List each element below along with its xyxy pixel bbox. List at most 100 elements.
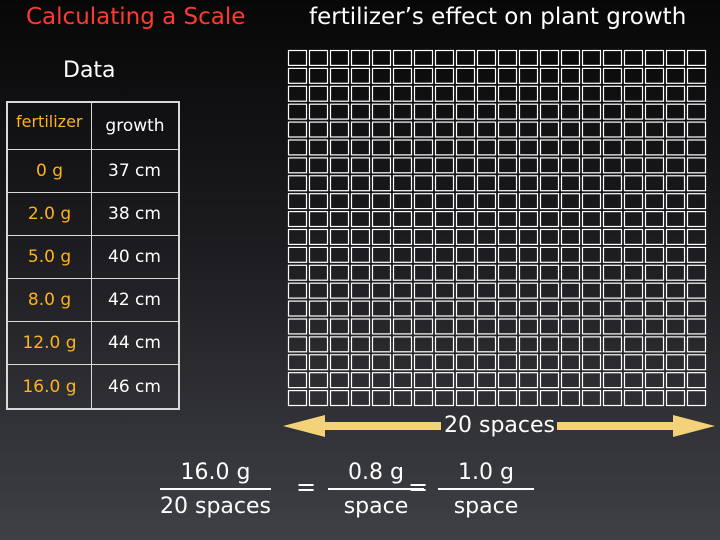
- grid-square: [308, 372, 329, 389]
- fraction-denominator: space: [343, 494, 409, 519]
- grid-square: [665, 390, 686, 407]
- grid-square: [539, 121, 560, 138]
- grid-square: [287, 228, 308, 245]
- grid-square: [518, 390, 539, 407]
- grid-square: [455, 103, 476, 120]
- grid-square: [581, 175, 602, 192]
- grid-square: [413, 336, 434, 353]
- grid-square: [623, 85, 644, 102]
- grid-square: [371, 85, 392, 102]
- grid-square: [623, 336, 644, 353]
- grid-square: [581, 49, 602, 66]
- grid-square: [476, 211, 497, 228]
- graph-title: fertilizer’s effect on plant growth: [309, 4, 687, 30]
- equals-sign: =: [408, 473, 429, 501]
- grid-square: [476, 264, 497, 281]
- grid-square: [518, 300, 539, 317]
- grid-square: [308, 121, 329, 138]
- grid-square: [518, 49, 539, 66]
- grid-square: [539, 67, 560, 84]
- grid-square: [539, 246, 560, 263]
- grid-square: [476, 390, 497, 407]
- grid-square: [665, 85, 686, 102]
- grid-square: [686, 228, 707, 245]
- grid-square: [518, 211, 539, 228]
- grid-square: [350, 336, 371, 353]
- grid-square: [476, 139, 497, 156]
- grid-square: [371, 139, 392, 156]
- fraction-numerator: 1.0 g: [438, 458, 534, 490]
- grid-square: [644, 264, 665, 281]
- grid-square: [581, 372, 602, 389]
- grid-square: [581, 67, 602, 84]
- grid-square: [371, 193, 392, 210]
- grid-square: [644, 121, 665, 138]
- grid-square: [560, 49, 581, 66]
- grid-square: [686, 336, 707, 353]
- grid-square: [455, 282, 476, 299]
- grid-square: [518, 318, 539, 335]
- grid-square: [518, 354, 539, 371]
- grid-square: [602, 175, 623, 192]
- grid-square: [476, 354, 497, 371]
- grid-square: [434, 318, 455, 335]
- grid-square: [350, 121, 371, 138]
- grid-square: [350, 318, 371, 335]
- grid-square: [560, 85, 581, 102]
- grid-square: [434, 49, 455, 66]
- grid-square: [329, 372, 350, 389]
- grid-square: [581, 228, 602, 245]
- grid-square: [329, 157, 350, 174]
- grid-square: [581, 121, 602, 138]
- grid-square: [308, 264, 329, 281]
- grid-square: [413, 67, 434, 84]
- data-table: fertilizer growth 0 g 37 cm 2.0 g 38 cm …: [6, 101, 180, 410]
- grid-square: [455, 372, 476, 389]
- grid-square: [350, 85, 371, 102]
- grid-square: [287, 246, 308, 263]
- grid-square: [371, 336, 392, 353]
- grid-square: [287, 49, 308, 66]
- grid-square: [581, 85, 602, 102]
- grid-square: [392, 372, 413, 389]
- grid-square: [581, 246, 602, 263]
- grid-square: [434, 193, 455, 210]
- grid-square: [539, 354, 560, 371]
- grid-square: [308, 175, 329, 192]
- arrow-shaft-right: [557, 422, 675, 430]
- grid-square: [308, 85, 329, 102]
- grid-square: [602, 157, 623, 174]
- grid-square: [686, 300, 707, 317]
- grid-square: [455, 175, 476, 192]
- grid-square: [497, 211, 518, 228]
- grid-square: [560, 157, 581, 174]
- grid-square: [686, 49, 707, 66]
- grid-square: [539, 85, 560, 102]
- grid-square: [308, 336, 329, 353]
- table-cell-fertilizer: 0 g: [8, 150, 92, 193]
- grid-square: [329, 103, 350, 120]
- grid-square: [308, 318, 329, 335]
- grid-square: [455, 246, 476, 263]
- grid-square: [287, 211, 308, 228]
- grid-square: [287, 85, 308, 102]
- grid-square: [539, 157, 560, 174]
- grid-square: [497, 157, 518, 174]
- fraction-rounded-scale: 1.0 g space: [438, 458, 534, 522]
- grid-square: [308, 300, 329, 317]
- grid-square: [581, 282, 602, 299]
- grid-square: [392, 246, 413, 263]
- grid-square: [476, 49, 497, 66]
- grid-square: [602, 49, 623, 66]
- grid-square: [686, 282, 707, 299]
- grid-square: [413, 372, 434, 389]
- grid-square: [539, 49, 560, 66]
- grid-square: [476, 372, 497, 389]
- grid-square: [455, 211, 476, 228]
- grid-square: [602, 390, 623, 407]
- grid-square: [623, 121, 644, 138]
- table-cell-growth: 38 cm: [92, 193, 178, 236]
- grid-square: [308, 228, 329, 245]
- grid-square: [455, 300, 476, 317]
- grid-square: [350, 49, 371, 66]
